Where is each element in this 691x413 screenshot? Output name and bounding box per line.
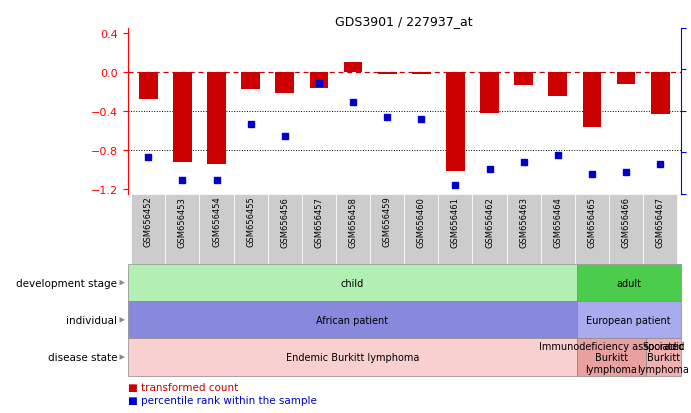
Text: GSM656464: GSM656464 — [553, 196, 562, 247]
Title: GDS3901 / 227937_at: GDS3901 / 227937_at — [335, 15, 473, 28]
Text: Sporadic
Burkitt
lymphoma: Sporadic Burkitt lymphoma — [637, 341, 690, 374]
Text: GSM656457: GSM656457 — [314, 196, 323, 247]
Bar — [343, 63, 363, 73]
Bar — [480, 73, 499, 114]
Text: GSM656454: GSM656454 — [212, 196, 221, 247]
Text: ■ percentile rank within the sample: ■ percentile rank within the sample — [128, 395, 316, 405]
Text: European patient: European patient — [587, 315, 671, 325]
Bar — [514, 73, 533, 86]
Text: African patient: African patient — [316, 315, 388, 325]
Text: development stage: development stage — [17, 278, 117, 288]
Text: GSM656453: GSM656453 — [178, 196, 187, 247]
Bar — [651, 73, 670, 114]
Bar — [310, 73, 328, 89]
Text: Endemic Burkitt lymphoma: Endemic Burkitt lymphoma — [285, 352, 419, 362]
Text: GSM656452: GSM656452 — [144, 196, 153, 247]
Text: GSM656455: GSM656455 — [246, 196, 255, 247]
Text: child: child — [341, 278, 364, 288]
Text: individual: individual — [66, 315, 117, 325]
Bar — [577, 264, 681, 301]
Text: GSM656462: GSM656462 — [485, 196, 494, 247]
Bar — [276, 73, 294, 94]
Bar — [234, 194, 267, 264]
Text: ■ transformed count: ■ transformed count — [128, 382, 238, 392]
Bar — [128, 264, 577, 301]
Bar — [616, 73, 636, 84]
Bar — [128, 339, 577, 376]
Text: GSM656458: GSM656458 — [348, 196, 357, 247]
Bar — [370, 194, 404, 264]
Bar — [241, 73, 260, 90]
Bar — [302, 194, 336, 264]
Bar — [583, 73, 601, 128]
Bar — [200, 194, 234, 264]
Bar — [541, 194, 575, 264]
Bar — [609, 194, 643, 264]
Text: disease state: disease state — [48, 352, 117, 362]
Bar — [173, 73, 192, 163]
Text: adult: adult — [616, 278, 641, 288]
Bar — [643, 194, 677, 264]
Bar — [165, 194, 200, 264]
Bar — [336, 194, 370, 264]
Bar — [139, 73, 158, 100]
Bar — [473, 194, 507, 264]
Bar — [267, 194, 302, 264]
Bar — [646, 339, 681, 376]
Text: GSM656463: GSM656463 — [519, 196, 528, 247]
Text: GSM656456: GSM656456 — [281, 196, 290, 247]
Bar — [507, 194, 541, 264]
Text: Immunodeficiency associated
Burkitt
lymphoma: Immunodeficiency associated Burkitt lymp… — [539, 341, 684, 374]
Bar — [412, 73, 430, 75]
Text: GSM656467: GSM656467 — [656, 196, 665, 247]
Text: GSM656466: GSM656466 — [621, 196, 630, 247]
Bar — [207, 73, 226, 165]
Bar — [378, 73, 397, 75]
Text: GSM656459: GSM656459 — [383, 196, 392, 247]
Bar — [404, 194, 438, 264]
Text: GSM656460: GSM656460 — [417, 196, 426, 247]
Bar — [575, 194, 609, 264]
Bar — [549, 73, 567, 97]
Bar — [577, 301, 681, 339]
Bar — [131, 194, 165, 264]
Text: GSM656465: GSM656465 — [587, 196, 596, 247]
Bar — [446, 73, 465, 172]
Bar — [128, 301, 577, 339]
Bar — [577, 339, 646, 376]
Bar — [438, 194, 473, 264]
Text: GSM656461: GSM656461 — [451, 196, 460, 247]
